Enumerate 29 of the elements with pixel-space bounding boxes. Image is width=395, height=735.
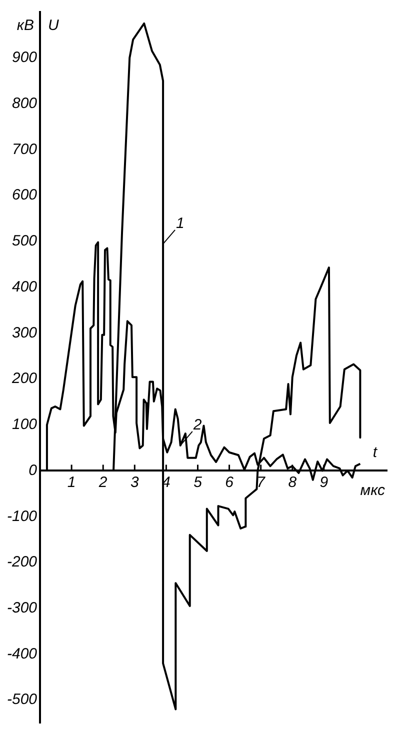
series-label: 2 <box>192 416 202 434</box>
annotation: мкс <box>360 482 386 499</box>
x-tick-label: 1 <box>67 474 76 491</box>
y-tick-label: -400 <box>6 645 38 662</box>
x-tick-label: 7 <box>256 474 266 491</box>
y-tick-label: 700 <box>12 140 38 158</box>
y-tick-label: -300 <box>6 599 38 616</box>
y-tick-label: 500 <box>12 232 38 250</box>
x-tick-label: 6 <box>225 474 234 491</box>
y-tick-label: 200 <box>10 370 38 388</box>
y-tick-label: 900 <box>12 49 38 66</box>
y-tick-label: 800 <box>12 94 38 112</box>
x-tick-label: 8 <box>288 474 298 491</box>
y-tick-label: -500 <box>6 691 38 708</box>
y-tick-label: 600 <box>12 186 38 204</box>
x-tick-label: 2 <box>98 474 108 491</box>
y-axis-title: U <box>48 17 60 34</box>
y-tick-label: -100 <box>6 508 38 525</box>
y-tick-label: 400 <box>12 278 38 296</box>
x-tick-label: 3 <box>130 474 140 491</box>
series-label: 1 <box>176 215 184 232</box>
y-tick-label: 100 <box>12 416 38 434</box>
x-tick-label: 9 <box>320 474 329 491</box>
text: кВ <box>16 17 34 34</box>
x-axis-title: t <box>372 444 378 461</box>
x-tick-label: 5 <box>194 474 203 491</box>
y-tick-label: -200 <box>6 554 38 571</box>
y-tick-label: 300 <box>12 324 38 342</box>
y-tick-label: 0 <box>28 462 38 479</box>
